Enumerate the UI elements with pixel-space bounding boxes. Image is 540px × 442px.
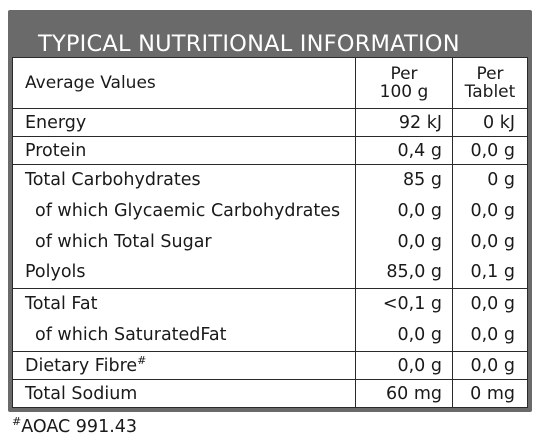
footnote-text: AOAC 991.43 (21, 417, 138, 437)
satfat-per-tablet: 0,0 g (452, 320, 528, 352)
protein-per-tablet: 0,0 g (452, 136, 528, 165)
polyols-label: Polyols (12, 257, 356, 289)
table-row-carbohydrates: Total Carbohydrates 85 g 0 g (12, 163, 528, 196)
nutrition-table: Average Values Per 100 g Per Tablet Ener… (12, 57, 528, 408)
nutrition-panel: TYPICAL NUTRITIONAL INFORMATION Average … (8, 10, 532, 412)
fibre-label-text: Dietary Fibre (25, 355, 138, 376)
header-per-100g-line1: Per (390, 64, 418, 84)
header-per-100g-line2: 100 g (379, 82, 429, 102)
glycaemic-label-text: of which Glycaemic Carbohydrates (35, 200, 341, 221)
table-row-total-sugar: of which Total Sugar 0,0 g 0,0 g (12, 226, 528, 258)
header-per-100g: Per 100 g (355, 57, 453, 109)
sodium-label: Total Sodium (12, 379, 356, 408)
sugar-label-text: of which Total Sugar (35, 231, 212, 252)
table-row-total-fat: Total Fat <0,1 g 0,0 g (12, 288, 528, 321)
fibre-per-tablet: 0,0 g (452, 351, 528, 380)
table-row-total-sodium: Total Sodium 60 mg 0 mg (12, 379, 528, 408)
header-per-tablet-line2: Tablet (464, 82, 516, 102)
header-per-tablet: Per Tablet (452, 57, 528, 109)
energy-label: Energy (12, 108, 356, 137)
fibre-label: Dietary Fibre# (12, 351, 356, 380)
nutrition-table-wrapper: Average Values Per 100 g Per Tablet Ener… (12, 57, 528, 408)
table-row-polyols: Polyols 85,0 g 0,1 g (12, 257, 528, 289)
fat-per-100g: <0,1 g (355, 288, 453, 321)
carbs-per-100g: 85 g (355, 163, 453, 196)
panel-title: TYPICAL NUTRITIONAL INFORMATION (38, 31, 460, 57)
polyols-per-100g: 85,0 g (355, 257, 453, 289)
energy-per-100g: 92 kJ (355, 108, 453, 137)
table-row-saturated-fat: of which SaturatedFat 0,0 g 0,0 g (12, 320, 528, 352)
carbs-label: Total Carbohydrates (12, 163, 356, 196)
table-row-protein: Protein 0,4 g 0,0 g (12, 136, 528, 165)
table-row-dietary-fibre: Dietary Fibre# 0,0 g 0,0 g (12, 351, 528, 380)
table-row-energy: Energy 92 kJ 0 kJ (12, 108, 528, 137)
sugar-per-100g: 0,0 g (355, 226, 453, 258)
sodium-per-tablet: 0 mg (452, 379, 528, 408)
header-average-values: Average Values (12, 57, 356, 109)
glycaemic-label: of which Glycaemic Carbohydrates (12, 195, 356, 227)
sodium-per-100g: 60 mg (355, 379, 453, 408)
satfat-label-text: of which SaturatedFat (35, 325, 227, 346)
sugar-label: of which Total Sugar (12, 226, 356, 258)
glycaemic-per-tablet: 0,0 g (452, 195, 528, 227)
table-row-glycaemic-carbs: of which Glycaemic Carbohydrates 0,0 g 0… (12, 195, 528, 227)
protein-per-100g: 0,4 g (355, 136, 453, 165)
polyols-per-tablet: 0,1 g (452, 257, 528, 289)
sugar-per-tablet: 0,0 g (452, 226, 528, 258)
footnote-marker: # (12, 415, 22, 428)
fibre-footnote-marker: # (137, 353, 147, 367)
header-per-tablet-line1: Per (476, 64, 504, 84)
energy-per-tablet: 0 kJ (452, 108, 528, 137)
fibre-per-100g: 0,0 g (355, 351, 453, 380)
satfat-label: of which SaturatedFat (12, 320, 356, 352)
footnote: #AOAC 991.43 (12, 415, 138, 437)
fat-label: Total Fat (12, 288, 356, 321)
satfat-per-100g: 0,0 g (355, 320, 453, 352)
carbs-per-tablet: 0 g (452, 163, 528, 196)
protein-label: Protein (12, 136, 356, 165)
glycaemic-per-100g: 0,0 g (355, 195, 453, 227)
table-header-row: Average Values Per 100 g Per Tablet (12, 57, 528, 109)
fat-per-tablet: 0,0 g (452, 288, 528, 321)
